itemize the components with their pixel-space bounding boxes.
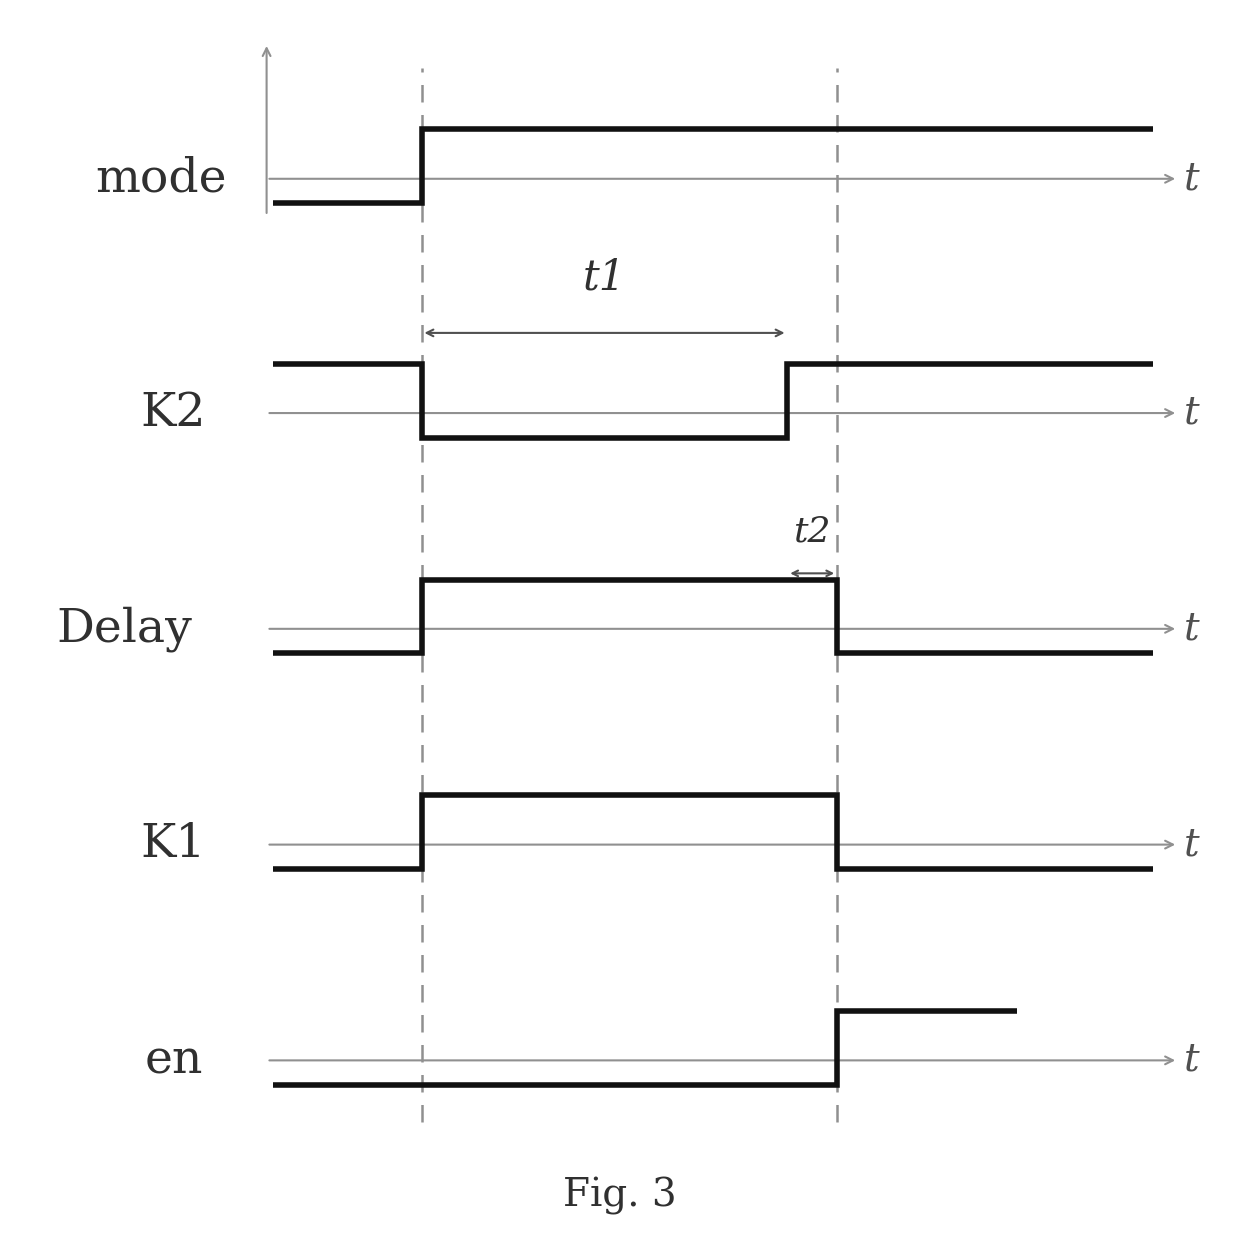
Text: en: en <box>144 1038 203 1083</box>
Text: Fig. 3: Fig. 3 <box>563 1178 677 1215</box>
Text: K2: K2 <box>141 391 206 435</box>
Text: K1: K1 <box>141 822 206 867</box>
Text: t: t <box>1184 1042 1200 1079</box>
Text: mode: mode <box>95 157 227 201</box>
Text: t: t <box>1184 826 1200 863</box>
Text: t1: t1 <box>583 256 626 298</box>
Text: t: t <box>1184 160 1200 197</box>
Text: t2: t2 <box>794 514 831 549</box>
Text: t: t <box>1184 395 1200 432</box>
Text: t: t <box>1184 610 1200 647</box>
Text: Delay: Delay <box>56 605 192 652</box>
